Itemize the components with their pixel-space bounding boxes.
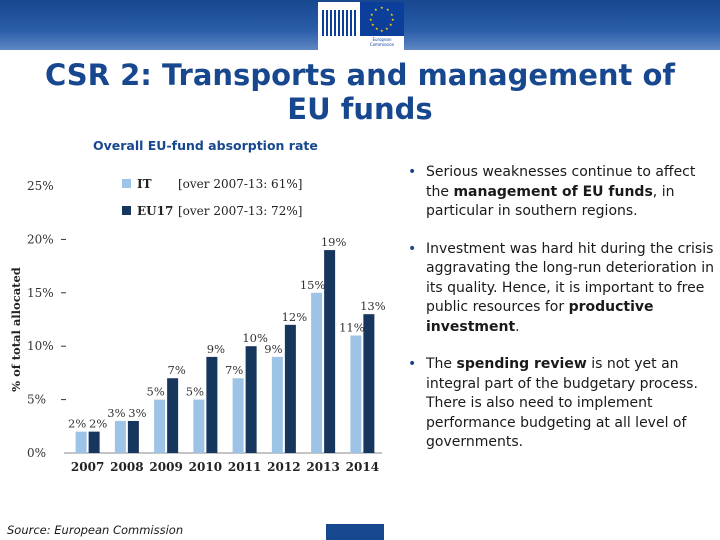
legend-label-eu17: EU17 <box>137 204 173 218</box>
source-note: Source: European Commission <box>7 523 184 537</box>
x-tick-label: 2013 <box>306 460 339 474</box>
data-label-eu17: 2% <box>89 417 107 431</box>
bar-eu17-2011 <box>245 346 257 453</box>
x-tick-label: 2008 <box>110 460 143 474</box>
data-label-it: 11% <box>339 321 365 335</box>
legend-swatch-it <box>122 179 131 188</box>
data-label-it: 3% <box>107 406 125 420</box>
bar-eu17-2013 <box>324 250 336 453</box>
x-tick-label: 2010 <box>189 460 222 474</box>
footer-mark <box>326 524 384 540</box>
y-tick-label: 20% <box>27 232 54 246</box>
data-label-it: 7% <box>225 363 243 377</box>
y-tick-label: 0% <box>27 446 46 460</box>
x-tick-label: 2014 <box>346 460 379 474</box>
berlaymont-building-icon <box>322 10 358 36</box>
legend-note-it: [over 2007-13: 61%] <box>178 177 302 191</box>
logo-text: European Commission <box>369 37 395 47</box>
european-commission-logo: ★ ★ ★ ★ ★ ★ ★ ★ ★ ★ ★ ★ European Commission <box>318 2 404 50</box>
y-tick-label: 25% <box>27 179 54 193</box>
y-tick-label: 15% <box>27 286 54 300</box>
legend-swatch-eu17 <box>122 206 131 215</box>
bullet-item: The spending review is not yet an integr… <box>404 355 716 453</box>
x-tick-label: 2011 <box>228 460 261 474</box>
x-tick-label: 2012 <box>267 460 300 474</box>
bar-it-2008 <box>114 420 126 453</box>
data-label-it: 2% <box>68 417 86 431</box>
page-title: CSR 2: Transports and management of EU f… <box>44 58 676 126</box>
bar-eu17-2009 <box>167 378 179 453</box>
x-tick-label: 2007 <box>71 460 104 474</box>
bullet-emphasis: management of EU funds <box>453 183 653 200</box>
data-label-eu17: 12% <box>282 310 308 324</box>
bar-it-2013 <box>311 292 323 453</box>
data-label-it: 5% <box>186 385 204 399</box>
absorption-rate-chart: % of total allocated 0% 5% 10% 15% 20% 25% 2007… <box>9 177 386 474</box>
bar-it-2007 <box>75 431 87 453</box>
legend-label-it: IT <box>137 177 152 191</box>
data-label-it: 9% <box>264 342 282 356</box>
data-label-eu17: 10% <box>242 331 268 345</box>
x-tick-label: 2009 <box>149 460 182 474</box>
bar-it-2014 <box>350 335 362 453</box>
bar-it-2009 <box>154 399 166 453</box>
bar-eu17-2008 <box>127 420 139 453</box>
bullet-list: Serious weaknesses continue to affect th… <box>404 163 716 471</box>
bar-it-2011 <box>232 378 244 453</box>
data-label-eu17: 3% <box>128 406 146 420</box>
bar-eu17-2007 <box>88 431 100 453</box>
data-label-eu17: 7% <box>168 363 186 377</box>
data-label-eu17: 13% <box>360 299 386 313</box>
bar-it-2010 <box>193 399 205 453</box>
y-tick-label: 5% <box>27 393 46 407</box>
chart-caption: Overall EU-fund absorption rate <box>93 138 318 153</box>
legend-note-eu17: [over 2007-13: 72%] <box>178 204 302 218</box>
bullet-emphasis: productive investment <box>426 299 654 335</box>
data-label-eu17: 19% <box>321 235 347 249</box>
eu-flag-icon: ★ ★ ★ ★ ★ ★ ★ ★ ★ ★ ★ ★ <box>360 2 404 36</box>
bar-eu17-2014 <box>363 314 375 453</box>
bar-it-2012 <box>271 356 283 453</box>
bar-eu17-2010 <box>206 356 218 453</box>
data-label-eu17: 9% <box>207 342 225 356</box>
data-label-it: 15% <box>300 278 326 292</box>
bullet-emphasis: spending review <box>456 356 587 372</box>
y-axis-title: % of total allocated <box>9 267 23 392</box>
bullet-item: Serious weaknesses continue to affect th… <box>404 163 716 222</box>
bar-eu17-2012 <box>284 324 296 453</box>
bullet-item: Investment was hard hit during the crisi… <box>404 240 716 338</box>
data-label-it: 5% <box>147 385 165 399</box>
y-tick-label: 10% <box>27 339 54 353</box>
